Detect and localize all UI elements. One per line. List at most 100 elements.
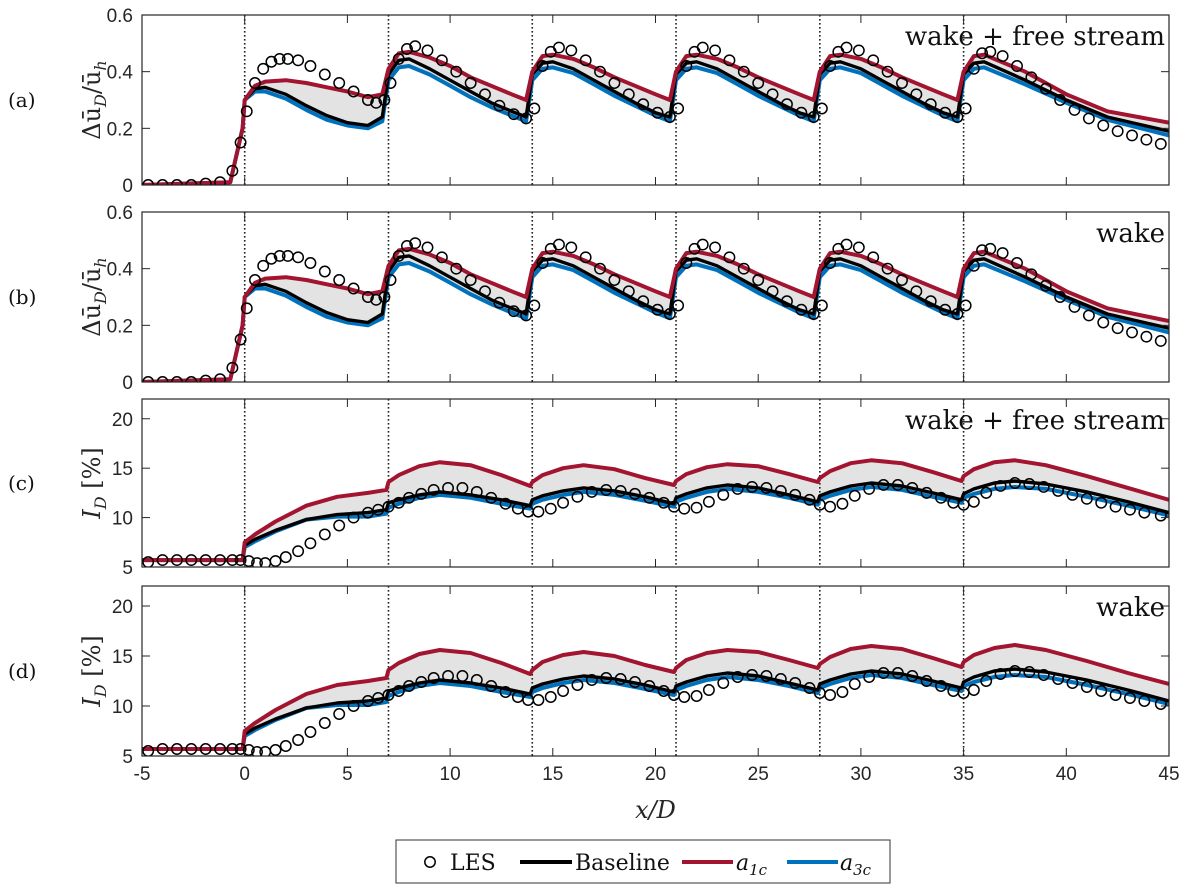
les-marker <box>967 259 980 272</box>
y-tick-label: 0.4 <box>107 63 134 84</box>
les-marker <box>249 274 261 286</box>
les-marker <box>1066 677 1079 689</box>
les-marker <box>746 669 758 681</box>
les-marker <box>1023 478 1036 490</box>
x-tick-label: 15 <box>542 764 563 785</box>
les-marker <box>852 241 865 254</box>
les-marker <box>532 505 545 518</box>
les-marker <box>696 41 709 54</box>
y-tick-label: 0 <box>122 176 133 197</box>
les-marker <box>863 671 876 683</box>
les-marker <box>980 675 993 687</box>
x-axis-label: x/D <box>635 796 676 824</box>
les-marker <box>881 262 894 275</box>
les-marker <box>318 265 331 278</box>
les-marker <box>906 481 919 494</box>
les-marker <box>1097 119 1110 132</box>
les-marker <box>199 177 212 185</box>
les-marker <box>1009 665 1021 677</box>
x-tick-label: 25 <box>748 764 769 785</box>
les-marker <box>333 77 346 89</box>
les-marker <box>292 54 305 67</box>
baseline-line <box>142 57 1169 185</box>
les-marker <box>347 511 360 524</box>
les-marker <box>717 488 730 501</box>
les-marker <box>409 237 422 250</box>
les-marker <box>996 50 1009 63</box>
les-marker <box>774 484 787 497</box>
les-marker <box>994 668 1007 680</box>
les-marker <box>384 77 397 89</box>
y-tick-label: 0.2 <box>107 119 133 140</box>
y-tick-label: 20 <box>112 597 133 618</box>
les-marker <box>967 495 980 508</box>
x-tick-label: -5 <box>134 764 151 785</box>
legend-a3c-label: a3c <box>840 851 872 879</box>
les-marker <box>1066 488 1079 501</box>
les-marker <box>600 672 613 684</box>
les-marker <box>680 257 693 269</box>
les-marker <box>242 555 255 567</box>
les-marker <box>702 495 715 508</box>
les-marker <box>553 238 565 251</box>
les-marker <box>185 179 198 185</box>
les-marker <box>1154 137 1167 150</box>
les-marker <box>752 274 765 286</box>
les-marker <box>427 483 440 496</box>
les-marker <box>852 44 865 57</box>
a1c-line <box>142 246 1169 382</box>
les-marker <box>939 106 952 119</box>
les-marker <box>1054 94 1067 106</box>
les-marker <box>464 274 477 286</box>
panel-annotation: wake + free stream <box>905 22 1165 52</box>
les-marker <box>951 308 964 320</box>
les-marker <box>709 44 722 57</box>
x-tick-label: 0 <box>239 764 250 785</box>
les-marker <box>479 285 491 298</box>
les-marker <box>1138 506 1151 519</box>
les-marker <box>392 496 405 509</box>
les-marker <box>442 670 454 682</box>
les-marker <box>1140 330 1153 343</box>
les-marker <box>401 43 413 55</box>
les-marker <box>333 274 346 286</box>
les-marker <box>1011 257 1023 269</box>
y-tick-label: 20 <box>112 410 133 431</box>
les-marker <box>421 44 434 57</box>
les-marker <box>199 554 212 567</box>
les-marker <box>520 112 533 125</box>
les-marker <box>318 717 331 729</box>
les-marker <box>643 491 656 504</box>
les-marker <box>766 88 779 101</box>
les-marker <box>544 502 557 515</box>
y-tick-label: 0.4 <box>107 260 134 281</box>
les-marker <box>234 743 247 755</box>
les-marker <box>214 554 227 567</box>
les-marker <box>622 88 635 101</box>
les-marker <box>257 259 270 272</box>
les-marker <box>657 685 670 697</box>
panel-annotation: wake <box>1096 219 1165 249</box>
les-marker <box>781 295 793 308</box>
les-marker <box>292 734 305 746</box>
les-marker <box>795 303 808 316</box>
les-marker <box>170 554 183 567</box>
les-marker <box>1111 125 1124 138</box>
les-marker <box>672 299 685 312</box>
les-marker <box>967 684 980 696</box>
a3c-line <box>142 261 1169 382</box>
les-marker <box>651 303 664 316</box>
les-marker <box>614 673 627 685</box>
y-tick-label: 10 <box>112 509 133 530</box>
les-marker <box>1052 484 1065 497</box>
les-marker <box>214 743 227 755</box>
les-marker <box>585 674 598 686</box>
panel-label: (c) <box>8 471 35 495</box>
y-axis-label: ID [%] <box>78 635 110 707</box>
les-marker <box>1039 279 1052 292</box>
les-marker <box>536 257 549 269</box>
les-marker <box>663 111 676 123</box>
les-marker <box>881 65 894 78</box>
les-marker <box>485 491 498 504</box>
y-tick-label: 0 <box>122 373 133 394</box>
